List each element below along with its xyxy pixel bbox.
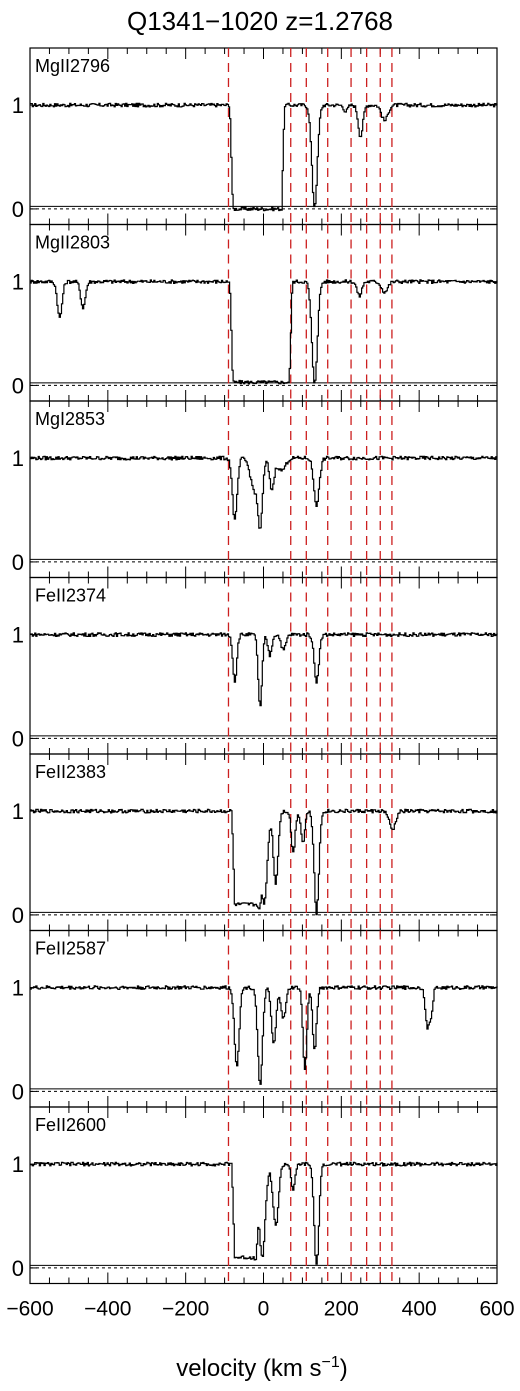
x-axis-label-close: ) bbox=[340, 1355, 348, 1382]
spectrum-panels: 01MgII279601MgII280301MgI285301FeII23740… bbox=[12, 47, 498, 1285]
panel-ion-label: MgII2803 bbox=[35, 233, 110, 253]
panel-ion-label: FeII2600 bbox=[35, 1115, 106, 1135]
y-tick-label: 1 bbox=[12, 799, 24, 824]
y-tick-label: 0 bbox=[12, 550, 24, 575]
panel-ion-label: MgII2796 bbox=[35, 56, 110, 76]
flux-spectrum-line bbox=[30, 632, 498, 707]
y-tick-label: 0 bbox=[12, 373, 24, 398]
spectrum-panel: 0 1 MgII2803 bbox=[12, 223, 498, 402]
flux-spectrum-line bbox=[30, 279, 498, 385]
y-tick-label: 0 bbox=[12, 903, 24, 928]
x-tick-label: −200 bbox=[162, 1298, 209, 1321]
x-tick-label: 400 bbox=[402, 1298, 437, 1321]
spectrum-panel: 0 1 FeII2383 bbox=[12, 753, 498, 932]
x-tick-label: −600 bbox=[6, 1298, 53, 1321]
panel-ion-label: MgI2853 bbox=[35, 409, 105, 429]
panel-ion-label: FeII2587 bbox=[35, 939, 106, 959]
x-tick-label: 200 bbox=[324, 1298, 359, 1321]
x-axis-label-main: velocity (km s bbox=[176, 1355, 321, 1382]
spectrum-panel: 0 1 MgI2853 bbox=[12, 400, 498, 579]
y-tick-label: 0 bbox=[12, 1256, 24, 1281]
spectrum-panel: 0 1 MgII2796 bbox=[12, 47, 498, 226]
panel-ion-label: FeII2383 bbox=[35, 762, 106, 782]
x-axis: −600 −400 −200 0 200 400 600 bbox=[6, 1298, 514, 1321]
panel-ion-label: FeII2374 bbox=[35, 586, 106, 606]
flux-spectrum-line bbox=[30, 1161, 498, 1265]
x-tick-label: 600 bbox=[479, 1298, 514, 1321]
y-tick-label: 1 bbox=[12, 446, 24, 471]
y-tick-label: 1 bbox=[12, 623, 24, 648]
spectrum-panel: 0 1 FeII2374 bbox=[12, 576, 498, 755]
x-axis-label-superscript: −1 bbox=[322, 1354, 340, 1371]
y-tick-label: 1 bbox=[12, 270, 24, 295]
flux-spectrum-line bbox=[30, 102, 498, 212]
y-tick-label: 1 bbox=[12, 976, 24, 1001]
x-tick-label: −400 bbox=[84, 1298, 131, 1321]
y-tick-label: 0 bbox=[12, 197, 24, 222]
spectrum-panel: 0 1 FeII2600 bbox=[12, 1106, 498, 1285]
chart-title: Q1341−1020 z=1.2768 bbox=[127, 6, 393, 36]
y-tick-label: 1 bbox=[12, 93, 24, 118]
spectrum-panel: 0 1 FeII2587 bbox=[12, 929, 498, 1108]
flux-spectrum-line bbox=[30, 808, 498, 916]
flux-spectrum-line bbox=[30, 985, 498, 1085]
y-tick-label: 0 bbox=[12, 726, 24, 751]
y-tick-label: 0 bbox=[12, 1079, 24, 1104]
x-tick-label: 0 bbox=[258, 1298, 270, 1321]
x-axis-label: velocity (km s−1) bbox=[176, 1354, 348, 1382]
flux-spectrum-line bbox=[30, 455, 498, 529]
y-tick-label: 1 bbox=[12, 1152, 24, 1177]
